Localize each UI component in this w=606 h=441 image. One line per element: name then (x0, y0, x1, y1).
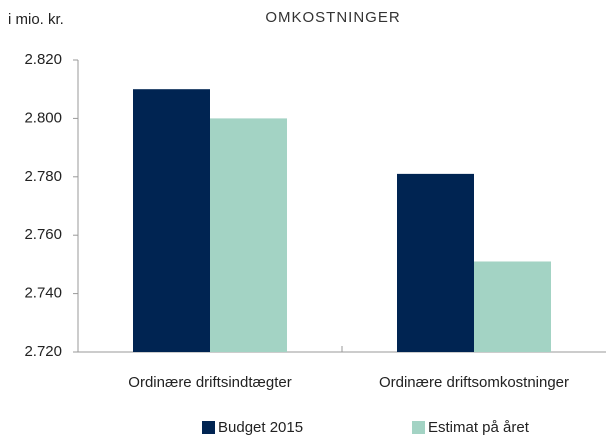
bar (397, 173, 474, 352)
y-tick-label: 2.780 (24, 168, 62, 185)
bar (133, 89, 210, 352)
y-tick-label: 2.800 (24, 109, 62, 126)
legend-label: Estimat på året (428, 419, 530, 436)
y-tick-label: 2.760 (24, 226, 62, 243)
x-tick-label: Ordinære driftsindtægter (128, 374, 291, 391)
bar (210, 118, 287, 353)
legend-swatch (202, 421, 215, 434)
y-axis-label: i mio. kr. (8, 11, 64, 28)
chart-title: OMKOSTNINGER (265, 9, 400, 26)
bar (474, 261, 551, 352)
legend-swatch (412, 421, 425, 434)
legend-label: Budget 2015 (218, 419, 303, 436)
y-tick-label: 2.740 (24, 285, 62, 302)
x-tick-label: Ordinære driftsomkostninger (379, 374, 569, 391)
y-tick-label: 2.720 (24, 343, 62, 360)
y-tick-label: 2.820 (24, 51, 62, 68)
